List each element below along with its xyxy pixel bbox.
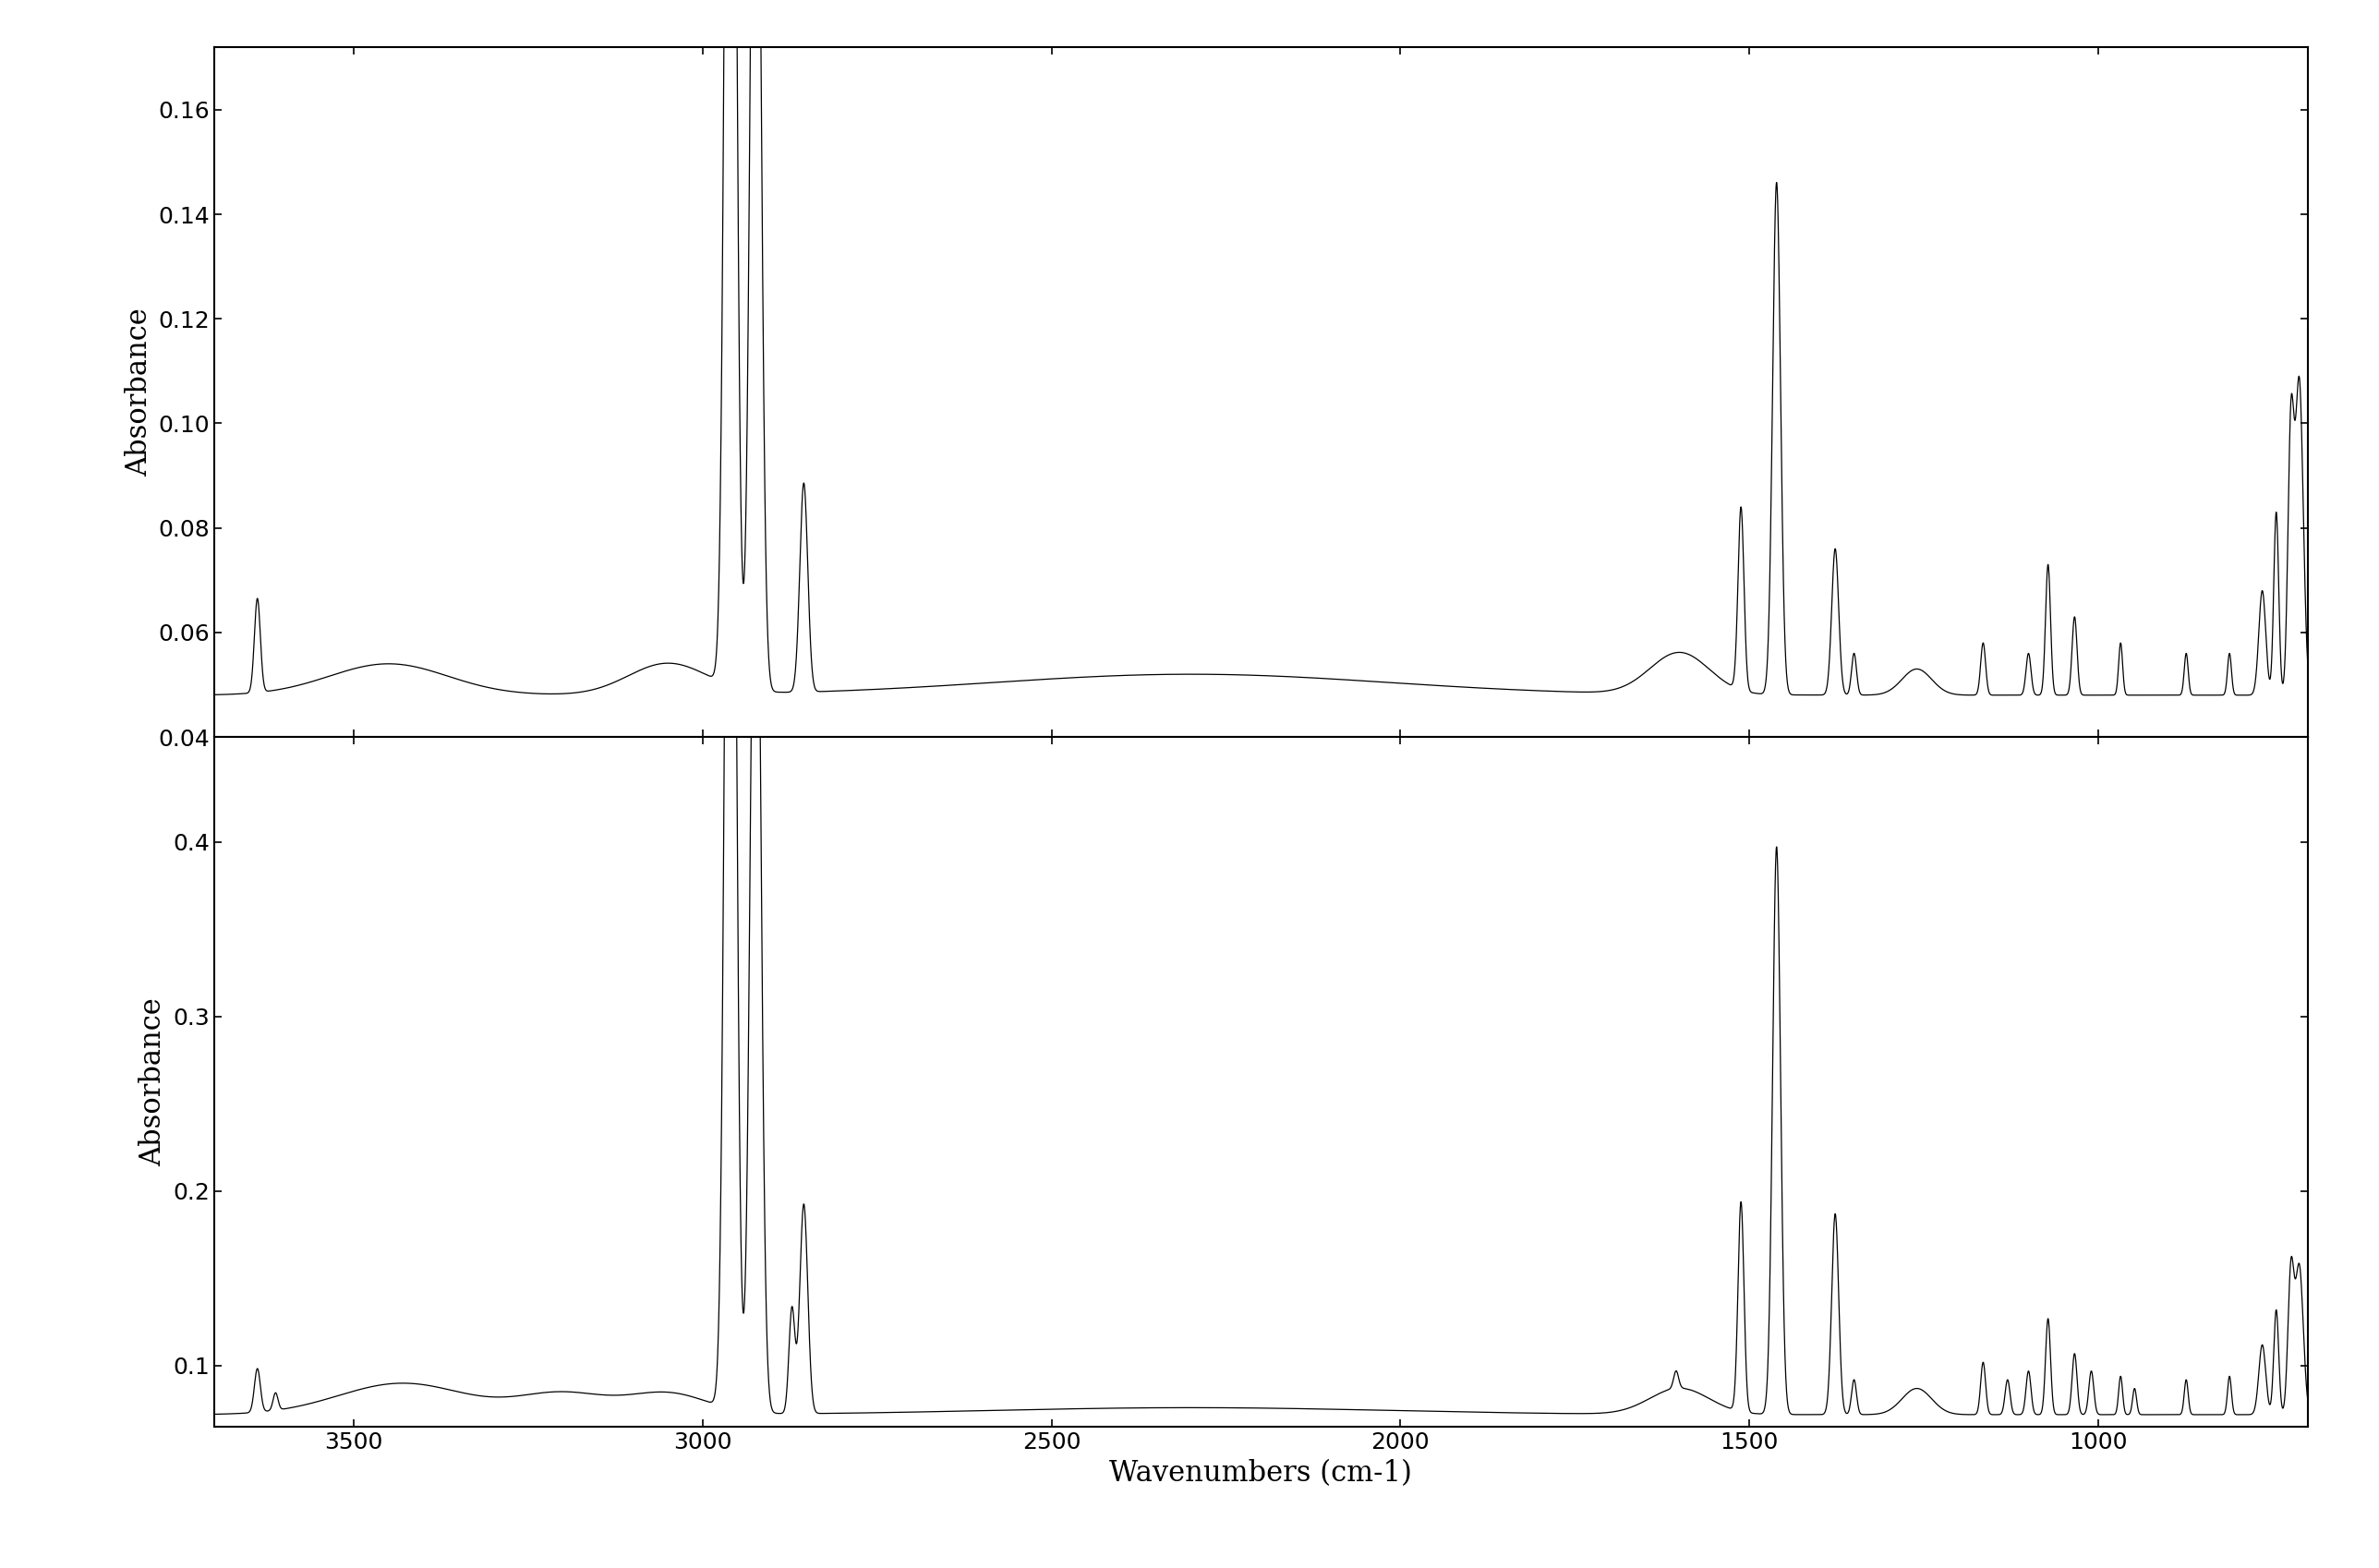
Y-axis label: Absorbance: Absorbance [124,307,152,477]
Y-axis label: Absorbance: Absorbance [138,997,167,1167]
X-axis label: Wavenumbers (cm-1): Wavenumbers (cm-1) [1109,1458,1413,1488]
